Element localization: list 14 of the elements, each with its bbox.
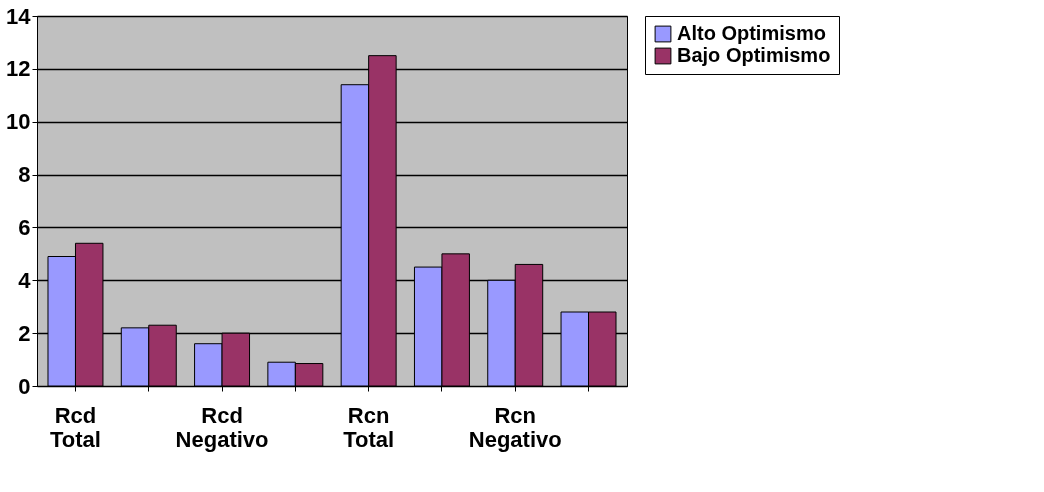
y-tick-label: 12 [6,56,31,82]
y-tick-label: 0 [18,373,31,399]
y-tick-label: 4 [18,267,32,293]
legend-label: Bajo Optimismo [677,44,831,66]
y-tick-label: 8 [18,162,31,188]
x-tick-label: Rcn Total [343,402,395,452]
x-tick-label: Rcd Total [50,402,101,452]
y-tick-label: 10 [6,109,31,135]
x-tick-label: Rcd Negativo [175,402,269,452]
x-tick-label: Rcn Negativo [468,402,562,452]
y-tick-label: 2 [18,320,31,346]
legend-label: Alto Optimismo [677,22,826,44]
y-tick-label: 14 [6,3,32,29]
y-tick-label: 6 [18,214,31,240]
